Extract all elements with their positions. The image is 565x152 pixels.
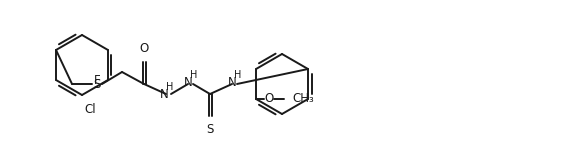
Text: H: H [166, 82, 173, 92]
Text: F: F [94, 74, 101, 86]
Text: N: N [184, 76, 193, 90]
Text: H: H [190, 70, 198, 80]
Text: S: S [93, 78, 101, 90]
Text: H: H [234, 70, 242, 80]
Text: S: S [206, 123, 214, 136]
Text: CH₃: CH₃ [292, 93, 314, 105]
Text: Cl: Cl [84, 103, 95, 116]
Text: O: O [140, 42, 149, 55]
Text: N: N [160, 88, 168, 102]
Text: O: O [264, 93, 273, 105]
Text: N: N [228, 76, 236, 90]
